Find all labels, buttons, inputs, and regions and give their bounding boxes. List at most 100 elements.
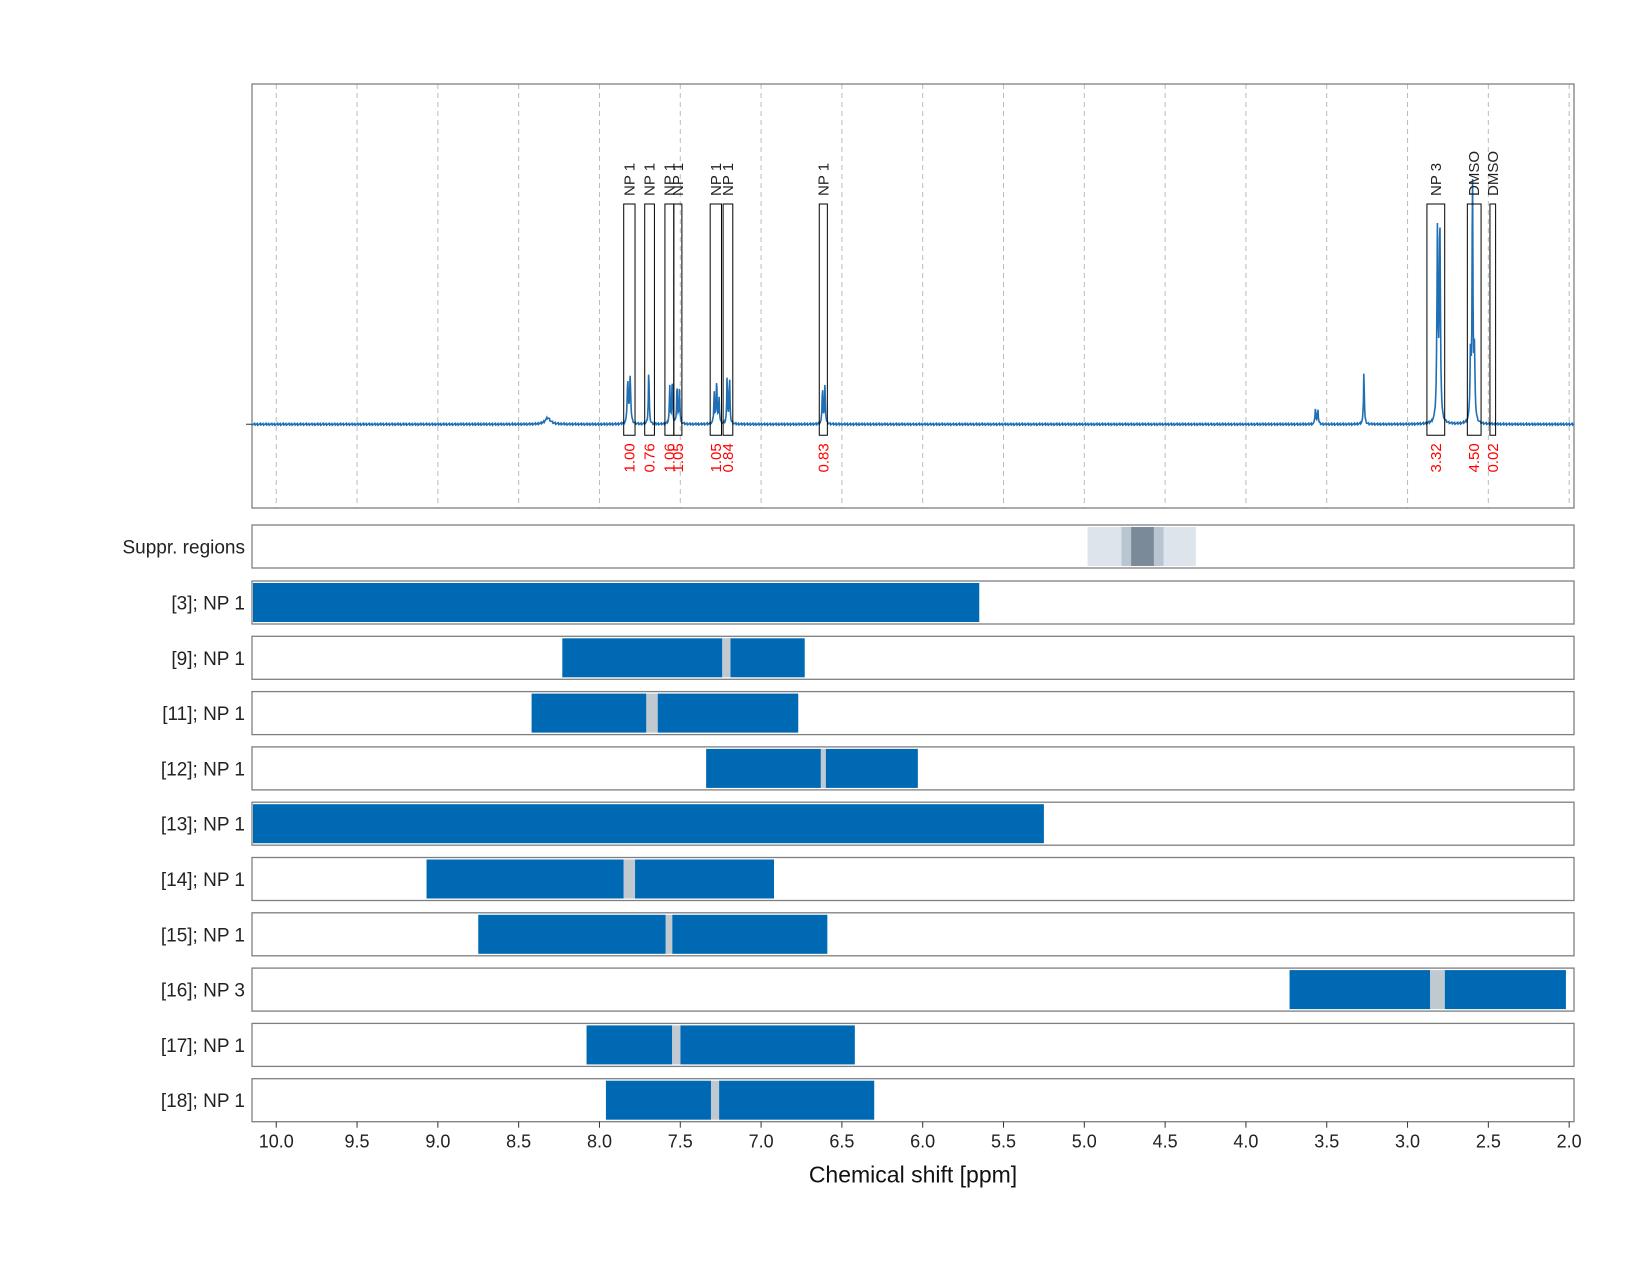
row-bar xyxy=(562,638,723,678)
peak-box xyxy=(1426,203,1446,436)
row-bar xyxy=(706,748,821,788)
peak-box xyxy=(1466,203,1482,436)
multiplet-row: [17]; NP 1 xyxy=(161,1022,1575,1068)
peak-box xyxy=(644,203,655,436)
row-frame xyxy=(251,746,1575,791)
peak-label: NP 1 xyxy=(815,163,832,196)
x-tick-label: 7.5 xyxy=(668,1132,693,1152)
suppression-bands xyxy=(1087,527,1196,566)
integral-value: 0.76 xyxy=(642,443,659,472)
row-gap xyxy=(646,693,658,733)
row-label: [11]; NP 1 xyxy=(162,704,245,725)
row-gap xyxy=(722,638,731,678)
x-tick-label: 4.0 xyxy=(1233,1132,1258,1152)
peak-label: NP 1 xyxy=(621,163,638,196)
peak-label: NP 1 xyxy=(661,163,678,196)
row-label: [13]; NP 1 xyxy=(161,815,245,836)
x-tick-label: 4.5 xyxy=(1153,1132,1178,1152)
multiplet-row: [9]; NP 1 xyxy=(171,635,1575,680)
row-bar xyxy=(586,1025,673,1065)
peak-label: NP 1 xyxy=(720,163,737,196)
row-frame xyxy=(251,690,1575,736)
peak-label: NP 1 xyxy=(708,163,725,196)
multiplet-row: [12]; NP 1 xyxy=(161,746,1575,791)
peak-box xyxy=(623,203,636,436)
row-bar xyxy=(426,859,624,899)
row-frame xyxy=(251,967,1575,1012)
integral-value: 1.05 xyxy=(708,443,725,472)
x-tick-label: 9.0 xyxy=(425,1132,450,1152)
x-tick-label: 8.0 xyxy=(587,1132,612,1152)
integral-value: 1.00 xyxy=(621,443,638,472)
integral-value: 4.50 xyxy=(1466,443,1483,472)
row-label: [14]; NP 1 xyxy=(161,870,245,891)
multiplet-row: [11]; NP 1 xyxy=(162,690,1575,736)
integral-value: 0.84 xyxy=(720,443,737,472)
x-tick-label: 2.5 xyxy=(1476,1132,1501,1152)
peak-box xyxy=(673,203,683,436)
integral-value: 0.83 xyxy=(815,443,832,472)
x-axis: 10.0 9.5 9.0 8.5 8.0 7.5 7.0 6.5 6.0 5.5 5.0 4.5 4.0… xyxy=(259,1121,1582,1152)
x-tick-label: 3.0 xyxy=(1395,1132,1420,1152)
row-frame xyxy=(251,635,1575,680)
suppression-regions-frame xyxy=(251,524,1575,569)
multiplet-row: [3]; NP 1 xyxy=(171,580,1575,625)
row-label: [12]; NP 1 xyxy=(161,759,245,780)
multiplet-row: [14]; NP 1 xyxy=(161,856,1575,902)
integral-value: 3.32 xyxy=(1428,443,1445,472)
row-bar xyxy=(657,693,799,733)
x-tick-label: 10.0 xyxy=(259,1132,294,1152)
spectrum-line xyxy=(251,179,1575,427)
row-gap xyxy=(665,914,673,954)
integral-value: 1.05 xyxy=(670,443,687,472)
x-tick-label: 8.5 xyxy=(506,1132,531,1152)
row-bar xyxy=(635,859,775,899)
row-frame xyxy=(251,1022,1575,1068)
peak-label: NP 1 xyxy=(642,163,659,196)
row-bar xyxy=(825,748,918,788)
peak-label: DMSO xyxy=(1466,151,1483,196)
row-frame xyxy=(251,801,1575,846)
row-gap xyxy=(820,748,826,788)
row-gap xyxy=(1430,970,1445,1010)
peak-label: NP 1 xyxy=(670,163,687,196)
row-bar xyxy=(680,1025,855,1065)
row-bar xyxy=(1289,970,1431,1010)
x-tick-label: 7.0 xyxy=(749,1132,774,1152)
spectrum-frame xyxy=(251,83,1575,509)
x-tick-label: 3.5 xyxy=(1314,1132,1339,1152)
row-bar xyxy=(719,1080,875,1120)
row-label: [15]; NP 1 xyxy=(161,925,245,946)
row-frame xyxy=(251,580,1575,625)
x-tick-label: 5.0 xyxy=(1072,1132,1097,1152)
multiplet-row: [15]; NP 1 xyxy=(161,912,1575,957)
integral-value: 0.02 xyxy=(1485,443,1502,472)
row-label: [16]; NP 3 xyxy=(161,981,245,1002)
row-bar xyxy=(605,1080,711,1120)
x-tick-label: 5.5 xyxy=(991,1132,1016,1152)
row-gap xyxy=(672,1025,681,1065)
x-tick-label: 6.0 xyxy=(910,1132,935,1152)
row-bar xyxy=(672,914,828,954)
x-tick-label: 2.0 xyxy=(1557,1132,1582,1152)
grid-lines xyxy=(275,84,1570,508)
row-bar xyxy=(531,693,647,733)
row-gap xyxy=(623,859,636,899)
peak-label: DMSO xyxy=(1485,151,1502,196)
peak-label: NP 3 xyxy=(1428,163,1445,196)
peak-box xyxy=(709,203,722,436)
spectrum-panel: NP 1 1.00 NP 1 0.76 NP 1 1.06 NP 1 1.05 NP 1 1.05… xyxy=(246,83,1575,509)
suppression-regions-label: Suppr. regions xyxy=(122,538,245,559)
row-gap xyxy=(710,1080,720,1120)
row-bar xyxy=(253,583,980,622)
peak-box xyxy=(722,203,734,436)
suppression-regions-panel: Suppr. regions xyxy=(122,524,1575,569)
x-tick-label: 9.5 xyxy=(345,1132,370,1152)
row-bar xyxy=(478,914,666,954)
peak-box xyxy=(818,203,828,436)
row-label: [3]; NP 1 xyxy=(171,594,245,615)
peak-box xyxy=(1489,203,1497,436)
row-frame xyxy=(251,1078,1575,1123)
multiplet-row: [16]; NP 3 xyxy=(161,967,1575,1012)
